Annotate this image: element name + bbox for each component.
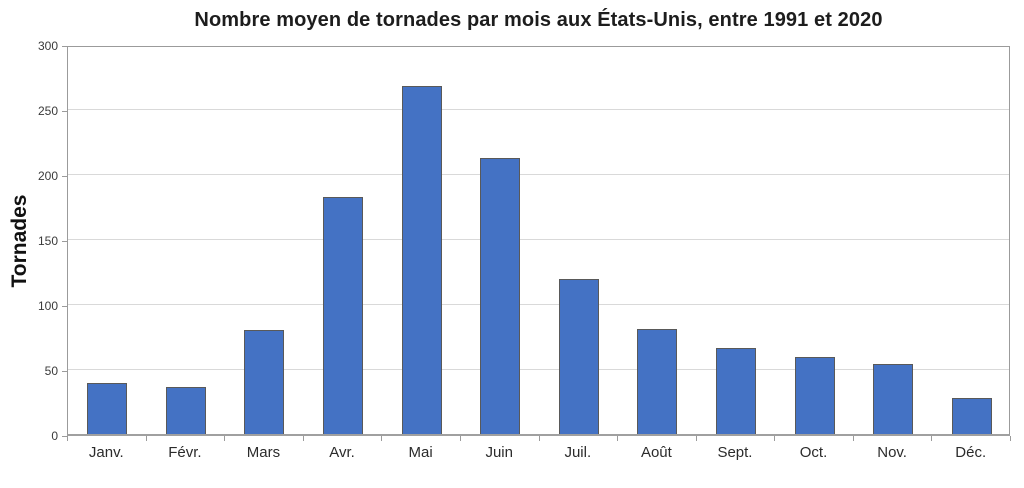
x-tick-4 [381, 436, 383, 441]
y-tick-150 [62, 240, 67, 242]
bar-sept [715, 348, 756, 434]
x-tick-7 [617, 436, 619, 441]
y-tick-200 [62, 175, 67, 177]
x-label-avr: Avr. [329, 444, 355, 461]
x-label-janv: Janv. [88, 444, 124, 461]
bar-mars [244, 330, 285, 434]
gridline-250 [68, 108, 1009, 110]
x-tick-12 [1010, 436, 1011, 441]
x-tick-2 [224, 436, 226, 441]
bar-déc [951, 397, 992, 434]
bar-avr [323, 197, 364, 434]
y-tick-0 [62, 435, 67, 437]
x-label-déc: Déc. [955, 444, 987, 461]
bar-janv [87, 383, 128, 434]
x-label-oct: Oct. [799, 444, 828, 461]
x-tick-9 [774, 436, 776, 441]
bar-févr [165, 387, 206, 434]
x-tick-6 [538, 436, 540, 441]
x-tick-3 [302, 436, 304, 441]
bar-août [637, 328, 678, 434]
bar-juin [480, 158, 521, 434]
y-tick-label-0: 0 [51, 429, 58, 443]
x-label-juil: Juil. [564, 444, 592, 461]
x-label-févr: Févr. [168, 444, 202, 461]
bar-oct [794, 357, 835, 434]
bar-nov [873, 363, 914, 434]
bar-mai [401, 85, 442, 434]
y-tick-250 [62, 110, 67, 112]
gridline-50 [68, 368, 1009, 370]
y-tick-100 [62, 305, 67, 307]
x-tick-10 [852, 436, 854, 441]
y-tick-label-150: 150 [37, 234, 58, 248]
gridline-150 [68, 238, 1009, 240]
x-tick-8 [695, 436, 697, 441]
x-label-juin: Juin [485, 444, 513, 461]
x-tick-1 [145, 436, 147, 441]
x-tick-0 [67, 436, 68, 441]
y-tick-label-250: 250 [37, 104, 58, 118]
chart-title: Nombre moyen de tornades par mois aux Ét… [194, 9, 883, 31]
x-label-sept: Sept. [717, 444, 753, 461]
y-tick-label-50: 50 [44, 364, 58, 378]
y-tick-300 [62, 45, 67, 47]
x-tick-11 [931, 436, 933, 441]
x-label-août: Août [640, 444, 672, 461]
y-tick-50 [62, 370, 67, 372]
gridline-200 [68, 173, 1009, 175]
plot-area [67, 46, 1010, 436]
bar-juil [558, 279, 599, 434]
gridline-100 [68, 303, 1009, 305]
y-tick-label-200: 200 [37, 169, 58, 183]
x-label-nov: Nov. [877, 444, 907, 461]
y-tick-label-100: 100 [37, 299, 58, 313]
y-tick-label-300: 300 [37, 39, 58, 53]
x-tick-5 [459, 436, 461, 441]
x-label-mars: Mars [246, 444, 281, 461]
x-label-mai: Mai [408, 444, 433, 461]
